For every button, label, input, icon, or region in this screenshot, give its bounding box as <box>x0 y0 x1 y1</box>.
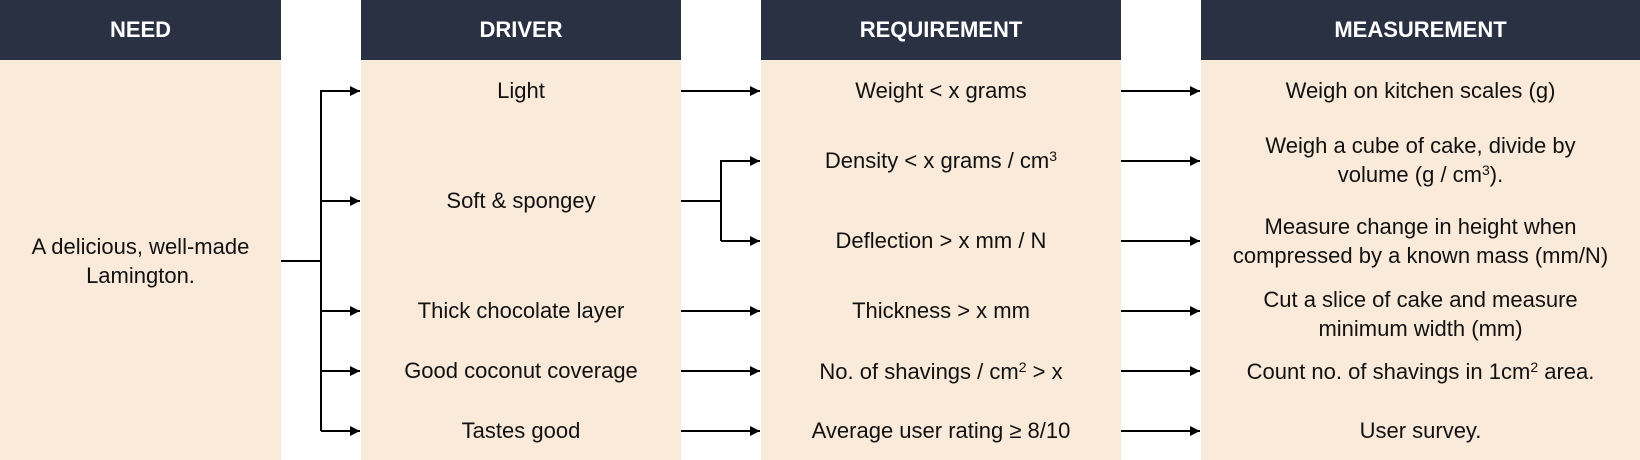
requirement-header: REQUIREMENT <box>761 0 1121 60</box>
measurement-header: MEASUREMENT <box>1201 0 1640 60</box>
need-header: NEED <box>0 0 281 60</box>
requirement-thickness-text: Thickness > x mm <box>852 297 1030 323</box>
need-column: NEED A delicious, well-made Lamington. <box>0 0 281 460</box>
measurement-survey-text: User survey. <box>1359 417 1482 443</box>
requirement-shavings-text: No. of shavings / cm <box>819 358 1019 384</box>
requirement-shavings: No. of shavings / cm2 > x <box>761 353 1121 389</box>
measurement-survey: User survey. <box>1201 412 1640 448</box>
measurement-thickness-text: Cut a slice of cake and measure minimum … <box>1263 287 1578 341</box>
need-text: A delicious, well-made Lamington. <box>31 234 250 288</box>
requirement-user-rating: Average user rating ≥ 8/10 <box>761 412 1121 448</box>
measurement-column: MEASUREMENT Weigh on kitchen scales (g) … <box>1201 0 1640 460</box>
requirement-thickness: Thickness > x mm <box>761 292 1121 328</box>
requirement-density-exponent: 3 <box>1049 147 1058 164</box>
driver-soft-spongey: Soft & spongey <box>446 187 596 213</box>
driver-tastes-good: Tastes good <box>461 417 581 443</box>
requirement-density: Density < x grams / cm3 <box>761 142 1121 178</box>
driver-header: DRIVER <box>361 0 681 60</box>
driver-light: Light <box>497 77 545 103</box>
requirement-user-rating-text: Average user rating ≥ 8/10 <box>811 417 1071 443</box>
measurement-shavings-exponent: 2 <box>1530 358 1539 375</box>
requirement-shavings-suffix: > x <box>1026 358 1063 384</box>
requirement-weight: Weight < x grams <box>761 72 1121 108</box>
measurement-density: Weigh a cube of cake, divide by volume (… <box>1201 128 1640 192</box>
measurement-deflection: Measure change in height when compressed… <box>1201 209 1640 273</box>
measurement-density-suffix: ). <box>1489 162 1504 187</box>
measurement-shavings-text: Count no. of shavings in 1cm <box>1246 358 1531 384</box>
measurement-scales-text: Weigh on kitchen scales (g) <box>1285 77 1556 103</box>
requirement-shavings-exponent: 2 <box>1018 358 1027 375</box>
measurement-scales: Weigh on kitchen scales (g) <box>1201 72 1640 108</box>
measurement-density-exponent: 3 <box>1482 162 1490 178</box>
measurement-deflection-text: Measure change in height when compressed… <box>1232 214 1609 268</box>
measurement-shavings: Count no. of shavings in 1cm2 area. <box>1201 353 1640 389</box>
measurement-density-text: Weigh a cube of cake, divide by volume (… <box>1265 133 1576 187</box>
requirement-deflection-text: Deflection > x mm / N <box>835 227 1047 253</box>
measurement-shavings-suffix: area. <box>1538 358 1595 384</box>
requirement-deflection: Deflection > x mm / N <box>761 222 1121 258</box>
driver-thick-chocolate: Thick chocolate layer <box>417 297 625 323</box>
driver-column: DRIVER Light Soft & spongey Thick chocol… <box>361 0 681 460</box>
requirement-weight-text: Weight < x grams <box>855 77 1027 103</box>
driver-coconut-coverage: Good coconut coverage <box>404 357 638 383</box>
requirement-column: REQUIREMENT Weight < x grams Density < x… <box>761 0 1121 460</box>
measurement-thickness: Cut a slice of cake and measure minimum … <box>1201 282 1640 346</box>
requirement-density-text: Density < x grams / cm <box>824 147 1050 173</box>
